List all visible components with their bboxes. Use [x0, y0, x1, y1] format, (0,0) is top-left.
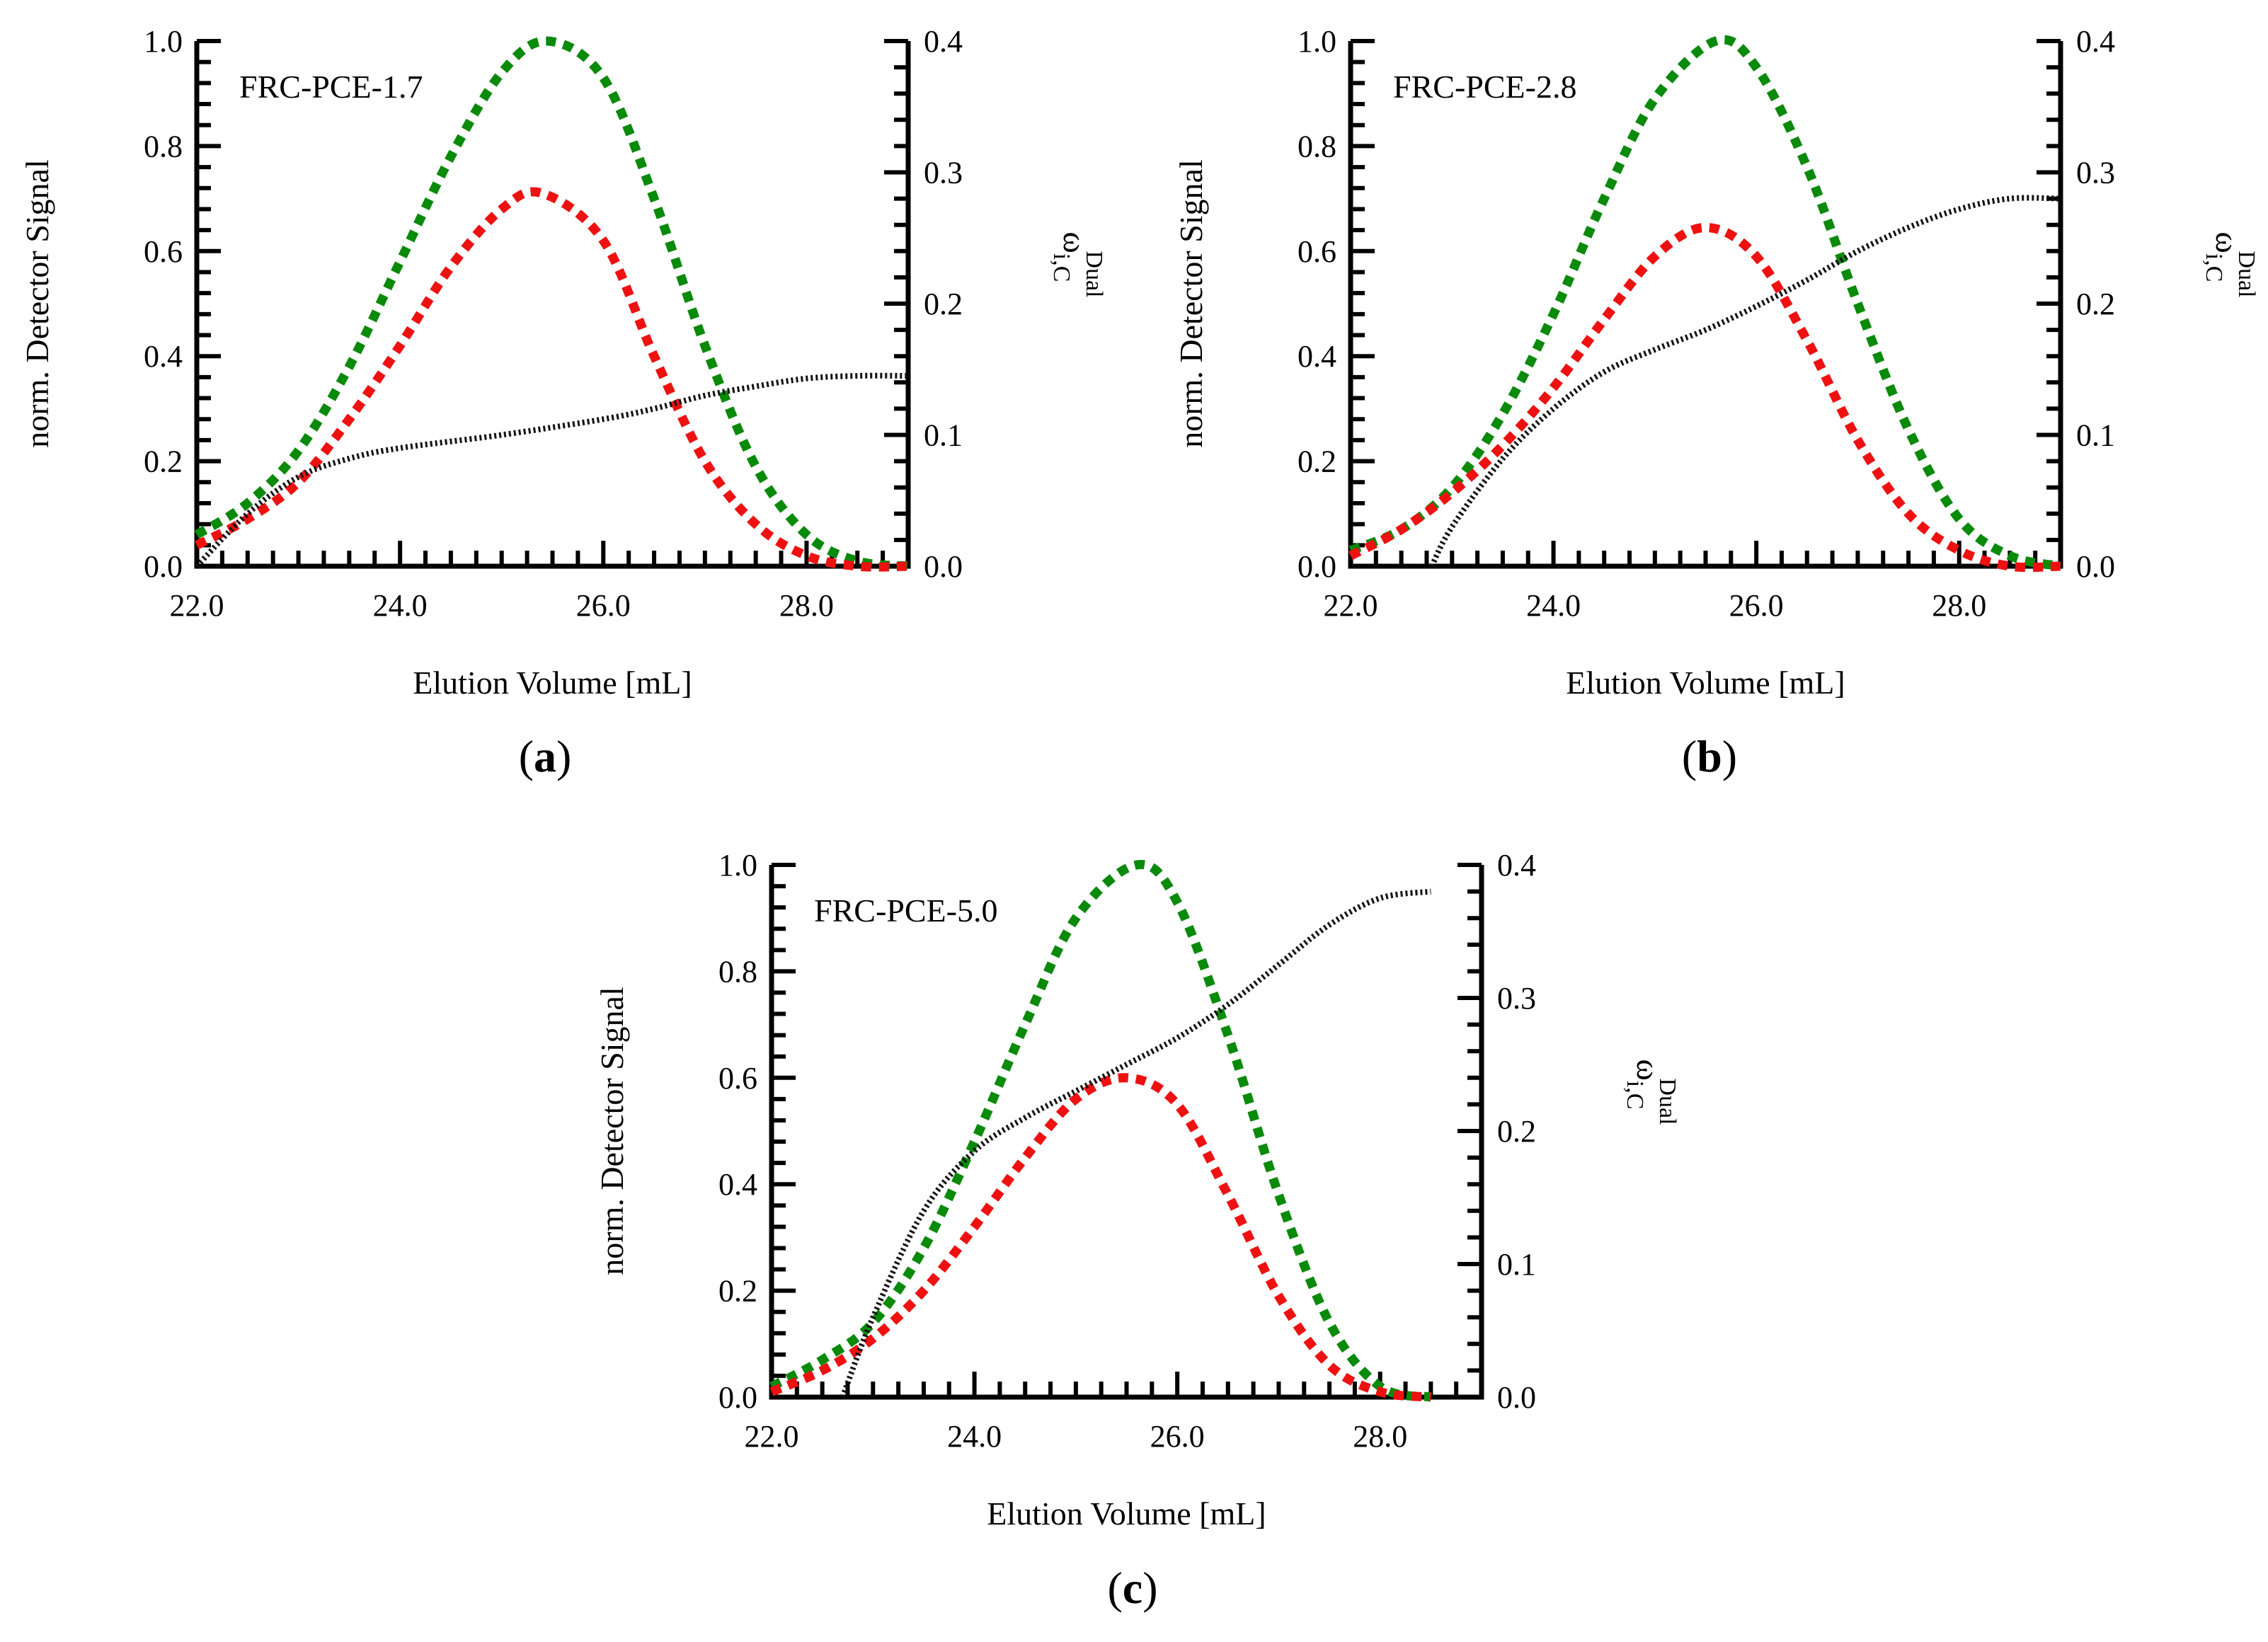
y2-label-superscript: Dual: [1654, 1078, 1680, 1125]
y2-label-subscript: i,C: [1622, 1081, 1648, 1110]
y-tick-label: 0.4: [144, 339, 183, 374]
series-line-black: [1429, 195, 2061, 568]
panel-label-close-paren: ): [1722, 731, 1737, 781]
x-tick-label: 26.0: [576, 588, 631, 623]
y2-label-omega: ω: [1630, 1060, 1666, 1081]
panel-label-close-paren: ): [556, 731, 571, 781]
series-line-red: [195, 187, 909, 572]
y2-label-superscript: Dual: [2233, 251, 2260, 297]
y2-label-omega: ω: [2209, 232, 2245, 253]
chart-panel-c: 22.0 24.0 26.0 28.0 0.0 0.2 0.4 0.6 0.8 1.0 0.0 0.1…: [594, 848, 1680, 1532]
axes-frame: [1348, 41, 2063, 569]
y-tick-label: 0.4: [1298, 339, 1336, 374]
y2-label-superscript: Dual: [1081, 251, 1107, 297]
y2-tick-label: 0.1: [924, 418, 963, 453]
chart-panel-b: 22.0 24.0 26.0 28.0 0.0 0.2 0.4 0.6 0.8 1.0 0.0 0.1…: [1173, 24, 2260, 701]
y-tick-label: 0.6: [1298, 234, 1336, 269]
axes-frame: [194, 41, 911, 569]
x-tick-label: 26.0: [1150, 1419, 1205, 1454]
y-tick-label: 1.0: [1298, 24, 1336, 59]
y2-tick-label: 0.1: [2076, 418, 2115, 453]
y2-label-subscript: i,C: [1048, 253, 1075, 282]
y2-label-subscript: i,C: [2201, 253, 2227, 282]
y2-tick-label: 0.3: [924, 156, 963, 190]
x-axis-label: Elution Volume [mL]: [987, 1495, 1266, 1532]
series-line-black: [195, 372, 909, 568]
y-tick-label: 0.2: [144, 444, 183, 479]
y-axis-label: norm. Detector Signal: [19, 159, 55, 448]
x-tick-label: 22.0: [745, 1419, 799, 1454]
y2-tick-label: 0.2: [1497, 1114, 1536, 1149]
y2-tick-label: 0.3: [1497, 981, 1536, 1016]
y-tick-label: 0.2: [718, 1274, 757, 1309]
y-tick-label: 0.6: [718, 1061, 757, 1096]
x-tick-label: 22.0: [170, 588, 224, 623]
y2-tick-label: 0.2: [924, 287, 963, 321]
panel-label-letter: b: [1697, 731, 1722, 781]
y-tick-label: 0.6: [144, 234, 183, 269]
y2-tick-label: 0.4: [1497, 848, 1536, 883]
y2-axis-label: ωi,C Dual: [1048, 232, 1107, 298]
y-axis-label: norm. Detector Signal: [1173, 159, 1209, 448]
y-tick-label: 0.8: [1298, 129, 1336, 163]
y2-tick-label: 0.2: [2076, 287, 2115, 321]
y-tick-label: 0.0: [1298, 549, 1336, 584]
y2-tick-label: 0.0: [924, 549, 963, 584]
x-tick-label: 28.0: [779, 588, 834, 623]
x-axis-label: Elution Volume [mL]: [413, 665, 692, 701]
y-tick-label: 0.2: [1298, 444, 1336, 479]
panel-label-letter: c: [1123, 1563, 1142, 1613]
y2-tick-label: 0.0: [2076, 549, 2115, 584]
y2-tick-label: 0.4: [2076, 24, 2115, 59]
x-tick-label: 24.0: [947, 1419, 1002, 1454]
y-tick-label: 1.0: [144, 24, 183, 59]
panel-title: FRC-PCE-5.0: [814, 892, 997, 929]
x-tick-label: 24.0: [373, 588, 428, 623]
y-tick-label: 1.0: [718, 848, 757, 883]
panel-label-letter: a: [534, 731, 556, 781]
series-line-black: [840, 888, 1431, 1399]
x-tick-label: 28.0: [1932, 588, 1986, 623]
panel-label: (a): [519, 731, 572, 781]
panel-label-open-paren: (: [1682, 731, 1697, 781]
y-tick-label: 0.8: [718, 954, 757, 989]
y2-tick-label: 0.0: [1497, 1380, 1536, 1415]
y2-tick-label: 0.4: [924, 24, 963, 59]
panel-label: (c): [1107, 1563, 1157, 1613]
y2-axis-label: ωi,C Dual: [1622, 1060, 1680, 1125]
y2-tick-label: 0.3: [2076, 156, 2115, 190]
chart-panel-a: 22.0 24.0 26.0 28.0 0.0 0.2 0.4 0.6 0.8 1.0 0.0 0.1…: [19, 24, 1107, 701]
x-tick-label: 26.0: [1729, 588, 1784, 623]
x-tick-label: 22.0: [1324, 588, 1378, 623]
y-tick-label: 0.0: [144, 549, 183, 584]
panel-label-open-paren: (: [519, 731, 534, 781]
y-tick-label: 0.8: [144, 129, 183, 163]
panel-label: (b): [1682, 731, 1737, 781]
panel-label-open-paren: (: [1107, 1563, 1122, 1613]
y2-tick-label: 0.1: [1497, 1247, 1536, 1282]
y-tick-label: 0.0: [718, 1380, 757, 1415]
y2-label-omega: ω: [1057, 232, 1093, 253]
y-tick-label: 0.4: [718, 1167, 757, 1202]
x-axis-label: Elution Volume [mL]: [1566, 665, 1845, 701]
y2-axis-label: ωi,C Dual: [2201, 232, 2260, 298]
series-line-green: [1348, 35, 2062, 571]
panel-label-close-paren: ): [1142, 1563, 1157, 1613]
series-line-green: [194, 36, 909, 571]
y-axis-label: norm. Detector Signal: [594, 987, 630, 1275]
axes-frame: [769, 865, 1484, 1400]
x-tick-label: 24.0: [1526, 588, 1581, 623]
panel-title: FRC-PCE-1.7: [239, 69, 423, 105]
series-line-green: [769, 859, 1432, 1402]
panel-title: FRC-PCE-2.8: [1393, 69, 1576, 105]
x-tick-label: 28.0: [1353, 1419, 1407, 1454]
